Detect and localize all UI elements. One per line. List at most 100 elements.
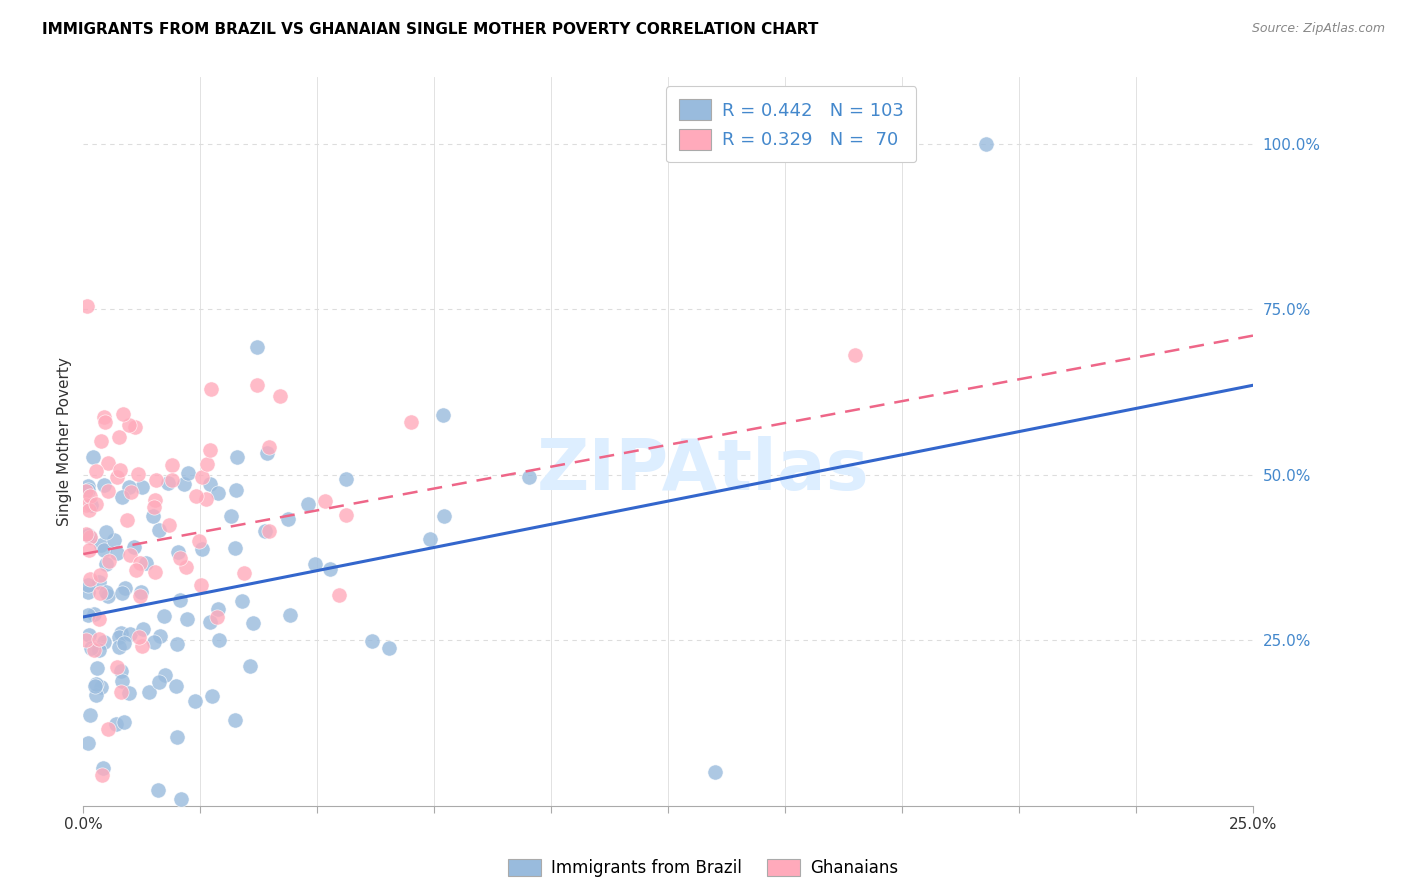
- Point: [86, 660, 108, 674]
- Point: [79, 573, 101, 587]
- Point: [135, 556, 157, 570]
- Point: [157, 517, 180, 532]
- Point: [82, 450, 104, 464]
- Point: [145, 473, 167, 487]
- Point: [84, 679, 107, 693]
- Point: [319, 562, 342, 576]
- Point: [131, 480, 153, 494]
- Point: [256, 446, 278, 460]
- Point: [304, 557, 326, 571]
- Point: [83, 607, 105, 622]
- Point: [186, 489, 208, 503]
- Point: [91, 761, 114, 775]
- Point: [200, 382, 222, 396]
- Point: [104, 716, 127, 731]
- Legend: Immigrants from Brazil, Ghanaians: Immigrants from Brazil, Ghanaians: [501, 852, 905, 884]
- Point: [142, 635, 165, 649]
- Point: [269, 389, 291, 403]
- Point: [89, 632, 111, 647]
- Point: [278, 608, 301, 623]
- Point: [142, 508, 165, 523]
- Point: [96, 723, 118, 737]
- Point: [184, 694, 207, 708]
- Point: [207, 486, 229, 500]
- Point: [335, 472, 357, 486]
- Point: [77, 479, 100, 493]
- Point: [97, 484, 120, 499]
- Point: [96, 585, 118, 599]
- Point: [198, 477, 221, 491]
- Point: [112, 636, 135, 650]
- Point: [84, 688, 107, 702]
- Point: [91, 768, 114, 782]
- Point: [77, 527, 100, 541]
- Point: [328, 589, 350, 603]
- Point: [225, 450, 247, 465]
- Point: [153, 608, 176, 623]
- Point: [167, 545, 190, 559]
- Point: [169, 550, 191, 565]
- Point: [128, 556, 150, 570]
- Point: [93, 634, 115, 648]
- Point: [110, 664, 132, 678]
- Point: [111, 674, 134, 689]
- Point: [277, 512, 299, 526]
- Point: [166, 730, 188, 744]
- Point: [207, 602, 229, 616]
- Point: [205, 610, 228, 624]
- Point: [110, 684, 132, 698]
- Point: [112, 714, 135, 729]
- Point: [246, 377, 269, 392]
- Point: [231, 594, 253, 608]
- Point: [75, 499, 97, 513]
- Point: [148, 524, 170, 538]
- Point: [361, 634, 384, 648]
- Point: [111, 490, 134, 504]
- Point: [148, 675, 170, 690]
- Point: [143, 492, 166, 507]
- Point: [201, 690, 224, 704]
- Text: IMMIGRANTS FROM BRAZIL VS GHANAIAN SINGLE MOTHER POVERTY CORRELATION CHART: IMMIGRANTS FROM BRAZIL VS GHANAIAN SINGL…: [42, 22, 818, 37]
- Point: [120, 627, 142, 641]
- Point: [246, 340, 269, 354]
- Point: [129, 589, 152, 603]
- Point: [433, 509, 456, 524]
- Point: [224, 714, 246, 728]
- Point: [90, 434, 112, 448]
- Legend: R = 0.442   N = 103, R = 0.329   N =  70: R = 0.442 N = 103, R = 0.329 N = 70: [666, 87, 917, 162]
- Point: [77, 585, 100, 599]
- Point: [188, 534, 211, 549]
- Point: [703, 765, 725, 780]
- Point: [176, 560, 198, 574]
- Point: [97, 589, 120, 603]
- Point: [399, 415, 422, 429]
- Point: [844, 349, 866, 363]
- Point: [79, 489, 101, 503]
- Point: [83, 642, 105, 657]
- Point: [107, 429, 129, 443]
- Point: [225, 483, 247, 497]
- Point: [191, 470, 214, 484]
- Point: [111, 586, 134, 600]
- Point: [84, 464, 107, 478]
- Point: [129, 585, 152, 599]
- Point: [131, 640, 153, 654]
- Point: [80, 641, 103, 656]
- Point: [124, 420, 146, 434]
- Point: [118, 480, 141, 494]
- Y-axis label: Single Mother Poverty: Single Mother Poverty: [58, 357, 72, 526]
- Point: [257, 524, 280, 538]
- Point: [132, 622, 155, 636]
- Point: [108, 640, 131, 654]
- Point: [378, 641, 401, 656]
- Point: [105, 470, 128, 484]
- Point: [79, 708, 101, 723]
- Point: [166, 637, 188, 651]
- Point: [77, 483, 100, 497]
- Point: [419, 532, 441, 546]
- Point: [79, 530, 101, 544]
- Point: [118, 686, 141, 700]
- Point: [76, 299, 98, 313]
- Point: [117, 513, 139, 527]
- Point: [94, 557, 117, 571]
